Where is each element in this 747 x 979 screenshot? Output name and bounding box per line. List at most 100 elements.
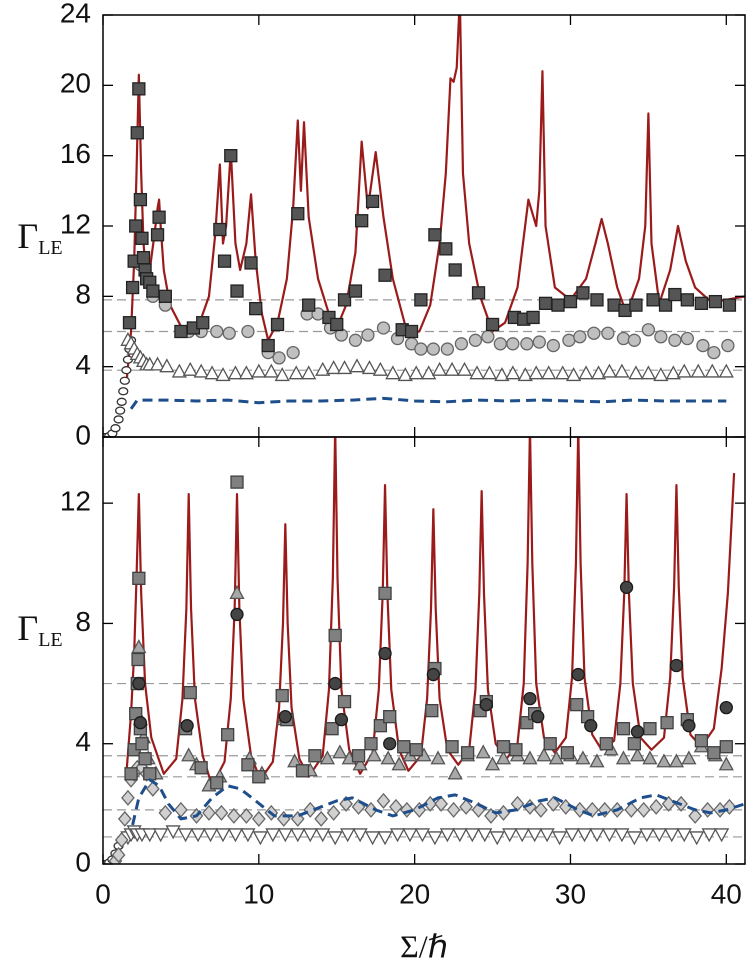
y-axis-label-sub: LE [38,629,62,651]
triangle-up-marker [718,363,734,378]
triangle-up-marker [227,365,244,380]
triangle-down-marker [427,831,443,846]
circle-marker [348,333,363,347]
triangle-up-marker [171,363,187,378]
y-tick-label: 20 [60,68,91,99]
triangle-down-marker [352,828,368,843]
circle-marker [328,676,342,691]
triangle-up-marker [349,358,365,373]
triangle-up-marker [668,753,685,768]
diamond-marker [546,795,561,812]
open-circle-marker [121,366,132,375]
open-circle-marker [114,406,126,415]
y-tick-label: 4 [75,726,91,757]
square-marker [355,214,369,228]
triangle-down-marker [502,828,518,843]
triangle-up-marker [238,365,254,380]
square-marker [132,82,146,96]
y-tick-label: 0 [75,846,91,877]
triangle-up-marker [456,361,473,376]
diamond-marker [688,807,702,824]
triangle-up-marker [352,756,368,771]
square-marker [445,740,459,754]
triangle-up-marker [528,365,544,380]
diamond-marker [389,798,403,815]
square-marker [563,294,578,309]
diamond-marker [326,804,341,821]
open-circle-marker [118,387,129,396]
triangle-up-marker [628,365,644,380]
diamond-marker [111,846,126,863]
square-marker [348,284,363,298]
square-marker [616,722,631,736]
square-marker [590,293,604,307]
square-marker [158,289,172,303]
circle-marker [361,328,375,342]
square-marker [668,287,682,302]
square-marker [328,628,342,643]
square-marker [152,210,166,224]
circle-marker [383,737,397,751]
triangle-up-marker [495,750,512,765]
triangle-up-marker [385,365,401,380]
diamond-marker [649,798,664,815]
square-marker [224,149,238,163]
triangle-up-marker [447,765,463,780]
triangle-up-marker [288,365,304,380]
triangle-down-marker [639,828,655,843]
triangle-down-marker [302,828,318,843]
circle-marker [682,719,696,733]
triangle-up-marker [718,756,734,771]
square-marker [291,207,305,221]
square-marker [397,740,411,754]
diamond-marker [700,801,715,818]
circle-marker [493,337,508,351]
triangle-up-marker [665,365,681,380]
square-marker [538,296,553,311]
x-axis-label: Σ/ℏ [400,928,448,964]
square-marker [618,303,632,318]
plot-area [103,15,745,437]
square-marker [133,192,148,207]
circle-marker [426,342,440,356]
triangle-up-marker [642,750,658,765]
triangle-up-marker [149,356,166,371]
triangle-up-marker [229,585,245,600]
square-marker [129,219,143,233]
triangle-up-marker [181,747,197,762]
circle-marker [654,330,668,344]
triangle-up-marker [287,753,303,768]
circle-marker [680,331,694,346]
y-axis-label-main: Γ [17,216,38,256]
square-marker [351,749,366,763]
square-marker [576,286,590,300]
triangle-down-marker [564,828,580,843]
diamond-marker [534,801,548,818]
circle-marker [719,700,733,715]
triangle-up-marker [494,367,510,382]
triangle-up-marker [575,750,591,765]
triangle-down-marker [576,828,593,843]
triangle-down-marker [290,828,306,843]
circle-marker [721,338,735,353]
square-marker [364,737,378,751]
circle-marker [133,716,148,730]
triangle-down-marker [327,831,343,846]
square-marker [627,737,642,751]
square-marker [330,317,344,332]
triangle-up-marker [629,747,646,762]
square-marker [183,685,197,700]
circle-marker [376,321,391,335]
circle-marker [414,342,428,356]
circle-marker [278,710,292,724]
triangle-down-marker [265,828,281,843]
circle-marker [523,691,537,706]
triangle-up-marker [555,365,571,380]
open-circle-marker [110,424,121,433]
dashed-curve [131,778,745,826]
open-circle-marker [113,415,124,424]
triangle-up-marker [263,363,279,378]
triangle-down-marker [664,828,680,843]
square-marker [414,293,428,307]
square-marker [230,284,244,298]
